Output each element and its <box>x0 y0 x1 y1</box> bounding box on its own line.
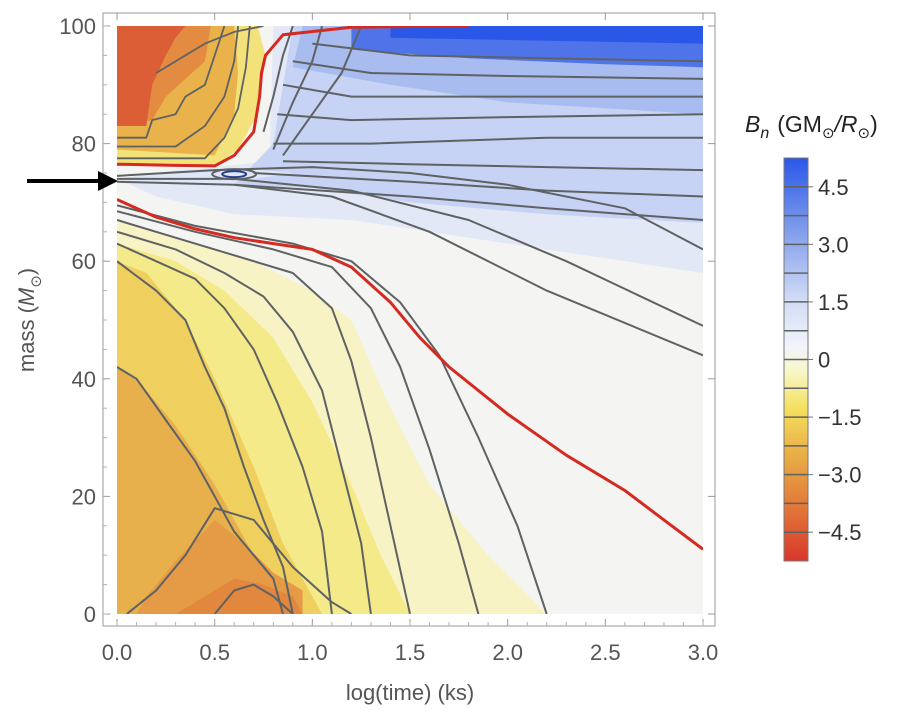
y-tick-label: 60 <box>72 249 96 274</box>
colorbar-tick-label: 3.0 <box>818 232 849 257</box>
colorbar-tick-label: −3.0 <box>818 463 861 488</box>
colorbar-tick-label: 4.5 <box>818 175 849 200</box>
contour-upper-2 <box>282 160 703 172</box>
colorbar-tick-label: 1.5 <box>818 290 849 315</box>
colorbar-tick-label: 0 <box>818 348 830 373</box>
contour-stair-0 <box>117 26 226 139</box>
contour-upper-9 <box>117 177 703 327</box>
contour-upper-12 <box>272 26 324 150</box>
x-tick-label: 3.0 <box>688 640 719 665</box>
x-axis: 0.0 0.5 1.0 1.5 2.0 2.5 3.0 <box>102 13 719 665</box>
contour-lines <box>117 26 703 614</box>
contour-lower-5 <box>117 230 372 614</box>
y-tick-label: 100 <box>59 14 96 39</box>
y-tick-label: 40 <box>72 367 96 392</box>
contour-lens-inner <box>221 170 248 179</box>
contour-lower-7 <box>117 210 480 614</box>
contour-upper-3 <box>273 136 703 145</box>
contour-lower-1 <box>126 507 352 614</box>
contour-upper-0 <box>234 183 703 221</box>
zero-contour-lower <box>117 198 703 551</box>
field-orange-deep <box>175 578 303 614</box>
x-tick-label: 0.0 <box>102 640 133 665</box>
contour-lower-6 <box>117 219 411 614</box>
contour-upper-11 <box>262 26 294 133</box>
contour-lower-0 <box>213 583 294 614</box>
y-tick-label: 0 <box>84 602 96 627</box>
contour-stair-3 <box>155 26 264 74</box>
colorbar-tick-label: −1.5 <box>818 405 861 430</box>
contour-lower-8 <box>117 204 548 614</box>
field-blue-deep <box>390 26 703 44</box>
field-upper-red <box>117 26 186 126</box>
contour-upper-1 <box>253 172 703 198</box>
x-tick-label: 2.0 <box>492 640 523 665</box>
contour-lower-4 <box>117 242 333 614</box>
colorbar-title: Bn (GM⊙/R⊙) <box>745 111 878 142</box>
colorbar-tick-label: −4.5 <box>818 520 861 545</box>
x-tick-label: 1.0 <box>297 640 328 665</box>
y-tick-label: 20 <box>72 484 96 509</box>
x-axis-label: log(time) (ks) <box>346 680 474 705</box>
contour-upper-6 <box>292 60 703 80</box>
contour-upper-4 <box>277 113 703 122</box>
x-tick-label: 2.5 <box>590 640 621 665</box>
zero-contour-upper <box>117 26 469 168</box>
contour-upper-13 <box>282 26 363 156</box>
contour-lens <box>211 168 258 181</box>
contour-upper-5 <box>282 83 703 98</box>
contour-lower-3 <box>117 260 294 614</box>
y-axis: 0 20 40 60 80 100 <box>59 14 715 627</box>
contour-upper-7 <box>312 42 703 63</box>
contour-upper-8 <box>117 166 703 251</box>
colorbar-ticks: 4.5 3.0 1.5 0 −1.5 −3.0 −4.5 <box>808 175 861 545</box>
contour-stair-2 <box>117 26 251 160</box>
contour-stair-1 <box>117 26 239 148</box>
colorbar-level-lines <box>784 186 808 533</box>
x-tick-label: 1.5 <box>395 640 426 665</box>
y-axis-label: mass (M⊙) <box>14 268 45 372</box>
contour-upper-10 <box>117 180 703 357</box>
arrow-annotation <box>27 171 118 191</box>
contour-lower-2 <box>117 366 284 614</box>
x-tick-label: 0.5 <box>199 640 230 665</box>
y-tick-label: 80 <box>72 132 96 157</box>
